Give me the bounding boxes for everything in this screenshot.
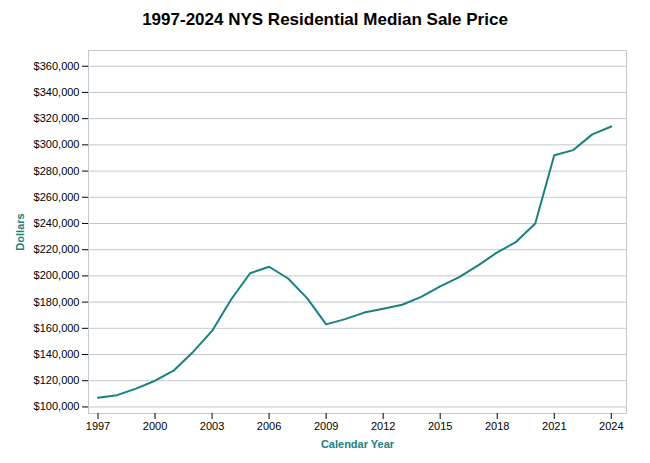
svg-text:1997: 1997 [86,420,110,432]
svg-text:2021: 2021 [542,420,566,432]
svg-text:Dollars: Dollars [14,213,26,250]
svg-text:$300,000: $300,000 [34,138,80,150]
svg-text:$240,000: $240,000 [34,217,80,229]
svg-text:2012: 2012 [371,420,395,432]
svg-text:$160,000: $160,000 [34,322,80,334]
svg-text:$140,000: $140,000 [34,348,80,360]
svg-text:$200,000: $200,000 [34,269,80,281]
svg-text:$220,000: $220,000 [34,243,80,255]
svg-text:$260,000: $260,000 [34,191,80,203]
svg-text:$120,000: $120,000 [34,374,80,386]
svg-text:$180,000: $180,000 [34,296,80,308]
svg-text:2024: 2024 [599,420,623,432]
svg-text:2015: 2015 [428,420,452,432]
svg-text:2000: 2000 [143,420,167,432]
svg-text:$320,000: $320,000 [34,112,80,124]
svg-text:2009: 2009 [314,420,338,432]
svg-text:2003: 2003 [200,420,224,432]
svg-text:$280,000: $280,000 [34,165,80,177]
svg-text:$340,000: $340,000 [34,86,80,98]
svg-text:Calendar Year: Calendar Year [321,438,395,450]
svg-text:2018: 2018 [485,420,509,432]
html-text:1997-2024 NYS Residential Medi: 1997-2024 NYS Residential Median Sale Pr… [142,10,508,29]
svg-text:$100,000: $100,000 [34,400,80,412]
svg-text:$360,000: $360,000 [34,60,80,72]
svg-text:2006: 2006 [257,420,281,432]
